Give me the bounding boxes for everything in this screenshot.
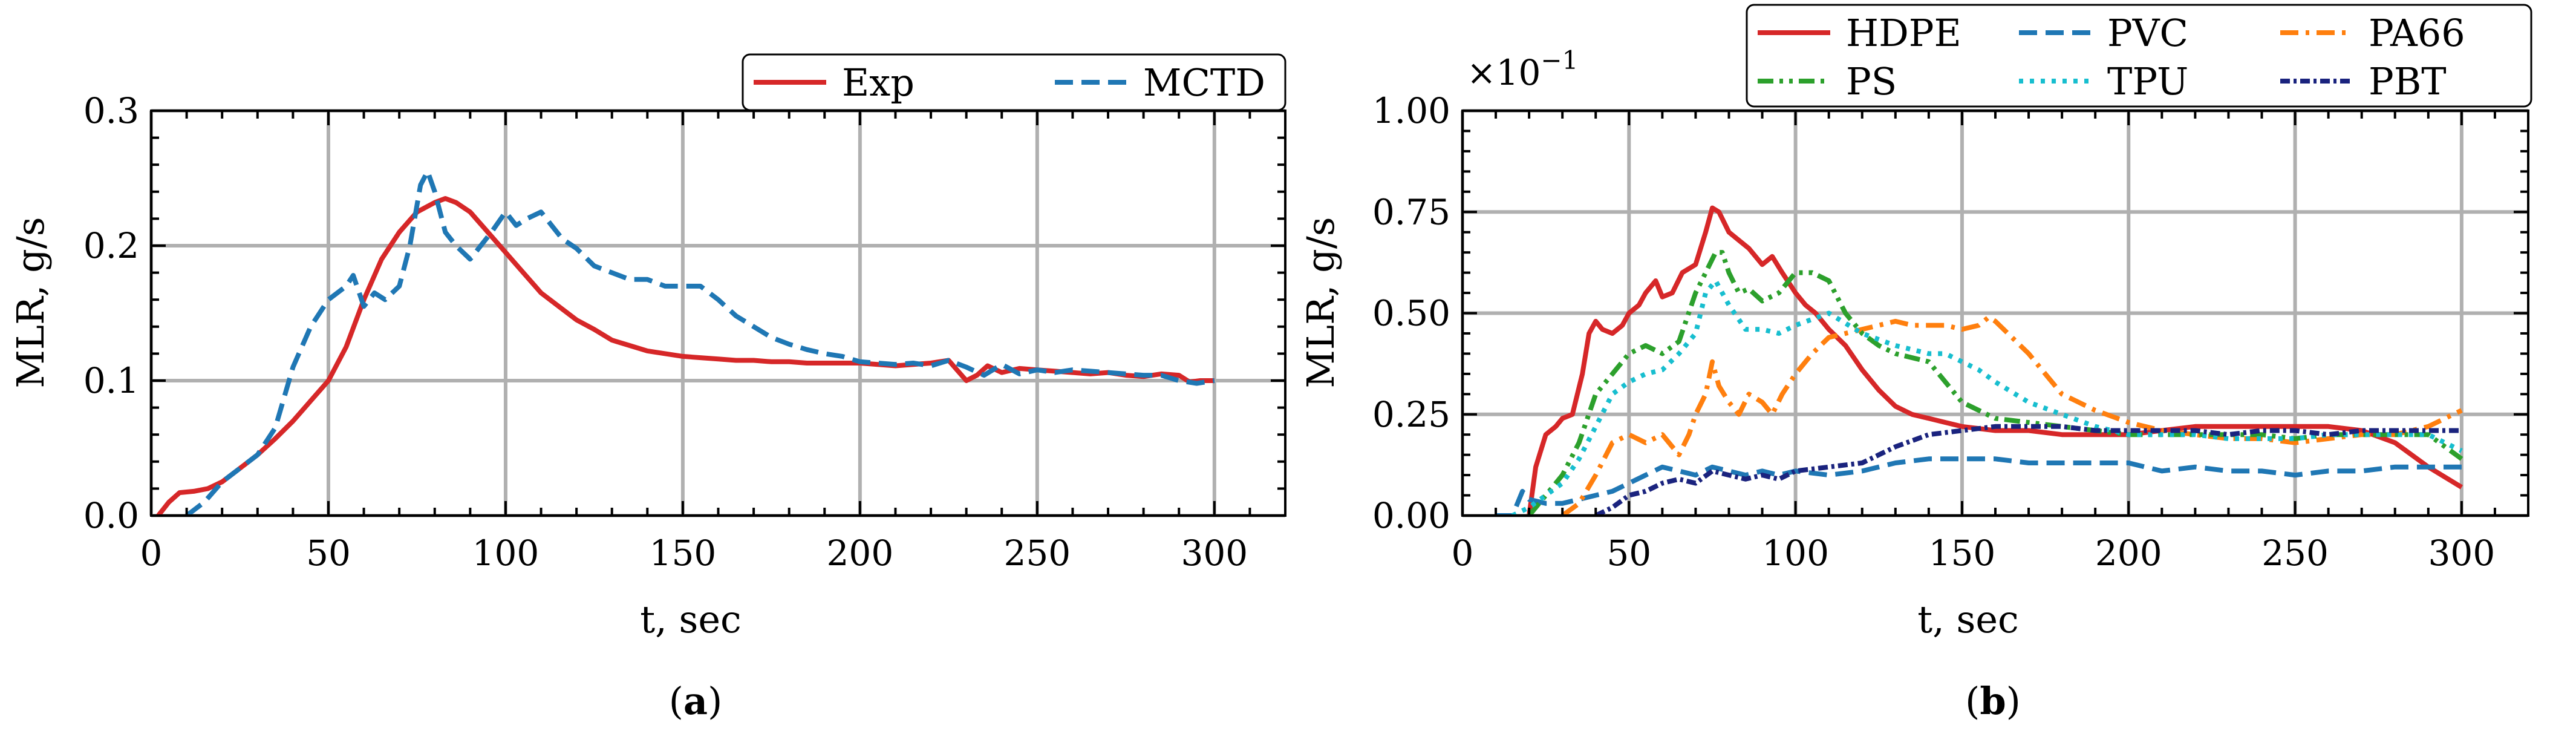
legend-label-exp: Exp (842, 61, 915, 105)
x-tick-label: 200 (2095, 533, 2162, 574)
ticks-a (150, 110, 1286, 517)
x-tick-label: 200 (827, 533, 894, 574)
y-tick-label: 1.00 (1372, 90, 1450, 131)
x-tick-label: 250 (1003, 533, 1071, 574)
x-tick-label: 0 (1452, 533, 1474, 574)
series-line-mctd (185, 169, 1215, 516)
y-tick-label: 0.50 (1372, 293, 1450, 334)
x-tick-label: 100 (472, 533, 540, 574)
x-tick-label: 50 (306, 533, 351, 574)
x-tick-label: 300 (1181, 533, 1248, 574)
legend-label-ps: PS (1846, 59, 1897, 103)
x-tick-label: 150 (650, 533, 717, 574)
y-tick-label: 0.2 (83, 225, 139, 266)
legend-label-pvc: PVC (2107, 11, 2188, 55)
x-tick-label: 300 (2428, 533, 2496, 574)
legend-box (742, 53, 1286, 111)
legend-label-tpu: TPU (2107, 59, 2188, 103)
y-tick-label: 0.0 (83, 495, 139, 536)
y-tick-label: 0.3 (83, 90, 139, 131)
x-axis-label-a: t, sec (640, 597, 742, 641)
x-tick-label: 250 (2261, 533, 2329, 574)
ticks-b (1461, 110, 2529, 517)
series-group-b (1496, 205, 2464, 516)
legend-label-pa66: PA66 (2369, 11, 2465, 55)
legend-label-pbt: PBT (2369, 59, 2447, 103)
series-line-pbt (1594, 424, 2462, 516)
legend-label-mctd: MCTD (1143, 61, 1265, 105)
y-tick-label: 0.25 (1372, 394, 1450, 435)
y-multiplier-b: ×10−1 (1467, 45, 1578, 93)
series-line-pvc (1496, 456, 2462, 516)
legend-a: Exp MCTD (742, 53, 1286, 111)
legend-label-hdpe: HDPE (1846, 11, 1961, 55)
tick-labels-b: 0 50 100 150 200 250 300 0.00 0.25 0.50 0.75 1.00 (1372, 90, 2495, 574)
x-axis-label-b: t, sec (1917, 597, 2019, 641)
y-axis-label-b: MLR, g/s (1299, 217, 1343, 388)
y-tick-label: 0.00 (1372, 495, 1450, 536)
series-group-a (156, 169, 1215, 516)
x-tick-label: 100 (1762, 533, 1829, 574)
series-line-tpu (1511, 278, 2463, 516)
tick-labels-a: 0 50 100 150 200 250 300 0.0 0.1 0.2 0.3 (83, 90, 1248, 574)
y-tick-label: 0.1 (83, 360, 139, 401)
panel-label-b: (b) (1965, 679, 2021, 723)
x-tick-label: 150 (1929, 533, 1996, 574)
panel-label-a: (a) (669, 679, 723, 723)
series-line-pa66 (1560, 315, 2463, 516)
x-tick-label: 0 (140, 533, 163, 574)
chart-panel-a: 0 50 100 150 200 250 300 0.0 0.1 0.2 0.3 t, sec ML… (8, 53, 1286, 723)
x-tick-label: 50 (1606, 533, 1651, 574)
series-line-ps (1527, 250, 2464, 516)
y-tick-label: 0.75 (1372, 191, 1450, 232)
legend-b: HDPE PVC PA66 PS TPU PBT (1746, 4, 2532, 108)
y-axis-label-a: MLR, g/s (8, 217, 53, 388)
chart-panel-b: 0 50 100 150 200 250 300 0.00 0.25 0.50 0.75 1.00 t… (1299, 4, 2532, 723)
